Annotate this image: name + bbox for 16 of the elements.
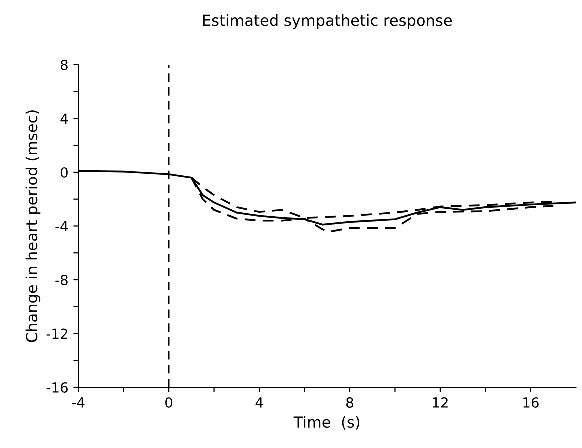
- x-tick-label: 0: [166, 397, 173, 408]
- y-tick-label: -16: [46, 382, 68, 393]
- y-tick-label: 0: [60, 167, 68, 178]
- y-tick-label: -8: [56, 274, 68, 286]
- x-tick-label: -4: [72, 398, 85, 408]
- x-axis-title: Time (s): [294, 416, 360, 430]
- chart-title: Estimated sympathetic response: [203, 14, 452, 30]
- x-tick-label: 8: [346, 397, 354, 408]
- y-tick-label: -4: [56, 221, 68, 232]
- y-tick-label: -12: [46, 328, 68, 340]
- x-tick-label: 12: [433, 397, 448, 408]
- y-tick-label: 4: [60, 114, 68, 124]
- x-tick-label: 4: [256, 398, 264, 408]
- y-axis-title: Change in heart period (msec): [26, 110, 41, 342]
- y-tick-label: 8: [60, 60, 68, 70]
- x-tick-label: 16: [524, 397, 539, 408]
